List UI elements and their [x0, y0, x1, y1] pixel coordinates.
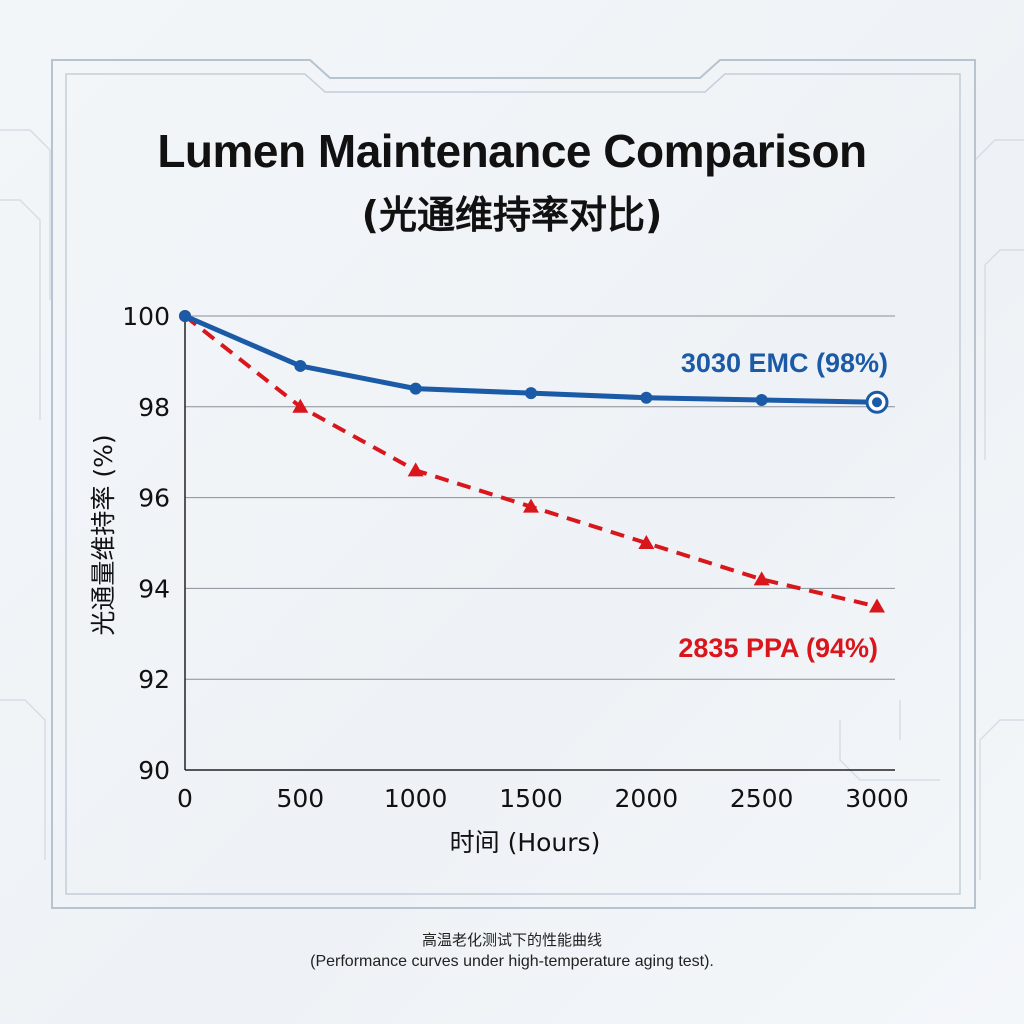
x-tick-label: 500	[276, 784, 324, 813]
data-point	[755, 393, 768, 406]
data-point	[409, 382, 422, 395]
y-tick-label: 94	[138, 574, 170, 603]
data-point	[525, 387, 537, 400]
y-tick-label: 98	[138, 393, 170, 422]
chart-title: Lumen Maintenance Comparison	[157, 125, 867, 177]
x-tick-label: 1000	[384, 784, 448, 813]
y-axis-label: 光通量维持率 (%)	[89, 434, 118, 635]
y-tick-label: 90	[138, 756, 170, 785]
data-point	[523, 498, 539, 513]
data-point	[872, 397, 882, 408]
x-axis-label: 时间 (Hours)	[450, 828, 601, 857]
x-tick-label: 2000	[615, 784, 679, 813]
data-point	[292, 398, 309, 413]
x-tick-label: 3000	[845, 784, 909, 813]
y-tick-label: 100	[122, 302, 170, 331]
data-point	[179, 310, 191, 322]
series-label-2835-ppa: 2835 PPA (94%)	[678, 633, 878, 663]
series-label-3030-emc: 3030 EMC (98%)	[681, 348, 888, 378]
caption-english: (Performance curves under high-temperatu…	[310, 953, 714, 970]
data-point	[753, 571, 770, 586]
chart-subtitle: (光通维持率对比)	[361, 193, 663, 237]
data-point	[640, 391, 653, 404]
x-tick-label: 1500	[499, 784, 563, 813]
data-point	[407, 462, 424, 477]
y-tick-label: 92	[138, 665, 170, 694]
x-tick-label: 2500	[730, 784, 794, 813]
caption-chinese: 高温老化测试下的性能曲线	[421, 931, 602, 949]
data-point	[869, 598, 885, 613]
data-point	[638, 535, 655, 549]
y-tick-label: 96	[138, 484, 170, 513]
data-point	[294, 359, 307, 372]
x-tick-label: 0	[177, 784, 193, 813]
